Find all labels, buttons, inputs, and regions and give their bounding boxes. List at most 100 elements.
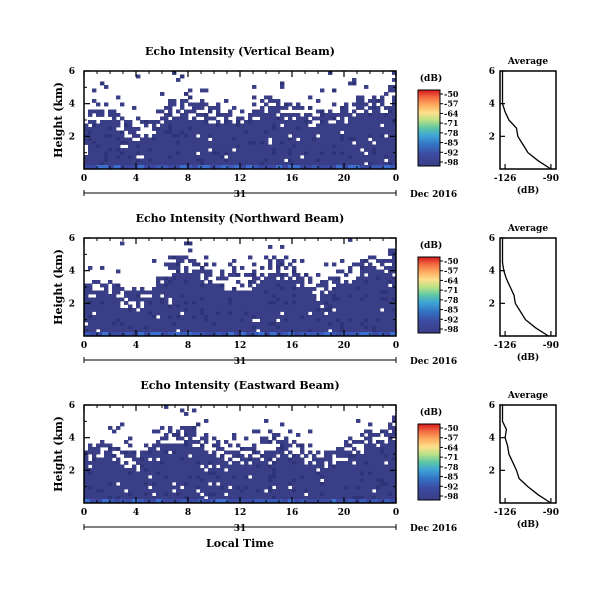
heatmap-cell xyxy=(224,144,229,149)
heatmap-cell xyxy=(392,297,397,302)
heatmap-cell xyxy=(288,443,293,448)
heatmap-cell xyxy=(92,318,97,323)
heatmap-cell xyxy=(268,144,273,149)
heatmap-cell xyxy=(332,485,337,490)
heatmap-cell xyxy=(116,269,121,274)
heatmap-cell xyxy=(268,245,273,249)
heatmap-cell xyxy=(272,301,277,305)
heatmap-cell xyxy=(216,134,221,138)
heatmap-cell xyxy=(380,113,385,117)
heatmap-cell xyxy=(116,489,121,493)
heatmap-cell xyxy=(108,151,113,156)
heatmap-cell xyxy=(280,489,285,493)
heatmap-cell xyxy=(328,155,333,159)
heatmap-cell xyxy=(96,151,101,156)
heatmap-cell xyxy=(136,127,141,131)
heatmap-cell xyxy=(140,137,145,142)
heatmap-cell xyxy=(256,130,261,135)
heatmap-cell xyxy=(376,148,381,152)
heatmap-cell xyxy=(356,301,361,305)
heatmap-cell xyxy=(256,290,261,295)
heatmap-cell xyxy=(328,123,333,128)
heatmap-cell xyxy=(352,457,357,462)
heatmap-cell xyxy=(172,301,177,305)
heatmap-cell xyxy=(320,482,325,486)
heatmap-cell xyxy=(248,454,253,458)
heatmap-cell xyxy=(96,137,101,142)
heatmap-cell xyxy=(88,141,93,145)
heatmap-cell xyxy=(256,485,261,490)
heatmap-cell xyxy=(132,158,137,163)
heatmap-cell xyxy=(292,311,297,316)
heatmap-cell xyxy=(96,127,101,131)
heatmap-cell xyxy=(308,461,313,465)
heatmap-cell xyxy=(344,301,349,305)
heatmap-cell xyxy=(116,315,121,319)
heatmap-cell xyxy=(272,318,277,323)
heatmap-cell xyxy=(264,151,269,156)
heatmap-cell xyxy=(164,280,169,284)
heatmap-cell xyxy=(320,457,325,462)
heatmap-cell xyxy=(296,294,301,298)
heatmap-cell xyxy=(364,259,369,263)
heatmap-cell xyxy=(284,436,289,441)
heatmap-cell xyxy=(168,144,173,149)
heatmap-cell xyxy=(96,304,101,309)
heatmap-cell xyxy=(380,127,385,131)
heatmap-cell xyxy=(196,123,201,128)
heatmap-cell xyxy=(316,485,321,490)
heatmap-cell xyxy=(360,468,365,472)
heatmap-cell xyxy=(212,322,217,326)
heatmap-cell xyxy=(388,482,393,486)
heatmap-cell xyxy=(188,259,193,263)
heatmap-cell xyxy=(108,158,113,163)
heatmap-cell xyxy=(112,475,117,479)
heatmap-cell xyxy=(392,137,397,142)
heatmap-cell xyxy=(376,141,381,145)
heatmap-cell xyxy=(360,266,365,270)
heatmap-cell xyxy=(264,102,269,107)
heatmap-cell xyxy=(204,283,209,288)
heatmap-cell xyxy=(312,141,317,145)
heatmap-cell xyxy=(352,151,357,156)
surface-echo xyxy=(318,165,325,169)
heatmap-cell xyxy=(236,162,241,166)
heatmap-cell xyxy=(380,116,385,121)
heatmap-cell xyxy=(252,443,257,448)
heatmap-cell xyxy=(348,162,353,166)
heatmap-cell xyxy=(288,116,293,121)
heatmap-cell xyxy=(224,478,229,483)
heatmap-cell xyxy=(168,311,173,316)
heatmap-cell xyxy=(212,158,217,163)
heatmap-cell xyxy=(276,308,281,312)
heatmap-cell xyxy=(220,134,225,138)
heatmap-cell xyxy=(368,440,373,444)
heatmap-cell xyxy=(88,134,93,138)
heatmap-cell xyxy=(84,304,89,309)
heatmap-cell xyxy=(388,252,393,256)
heatmap-cell xyxy=(116,151,121,156)
heatmap-cell xyxy=(200,461,205,465)
average-y-tick-label: 2 xyxy=(489,132,495,142)
heatmap-cell xyxy=(252,262,257,267)
heatmap-cell xyxy=(376,485,381,490)
heatmap-cell xyxy=(176,255,181,260)
heatmap-cell xyxy=(200,266,205,270)
heatmap-cell xyxy=(108,485,113,490)
heatmap-cell xyxy=(120,162,125,166)
heatmap-cell xyxy=(304,134,309,138)
heatmap-cell xyxy=(184,297,189,302)
heatmap-cell xyxy=(388,269,393,274)
heatmap-cell xyxy=(280,443,285,448)
heatmap-cell xyxy=(236,492,241,497)
average-profile-line xyxy=(501,238,549,337)
heatmap-cell xyxy=(320,109,325,114)
heatmap-cell xyxy=(296,461,301,465)
heatmap-cell xyxy=(360,475,365,479)
heatmap-cell xyxy=(372,297,377,302)
heatmap-cell xyxy=(224,116,229,121)
heatmap-cell xyxy=(340,311,345,316)
heatmap-cell xyxy=(376,155,381,159)
heatmap-cell xyxy=(272,450,277,455)
heatmap-cell xyxy=(264,162,269,166)
